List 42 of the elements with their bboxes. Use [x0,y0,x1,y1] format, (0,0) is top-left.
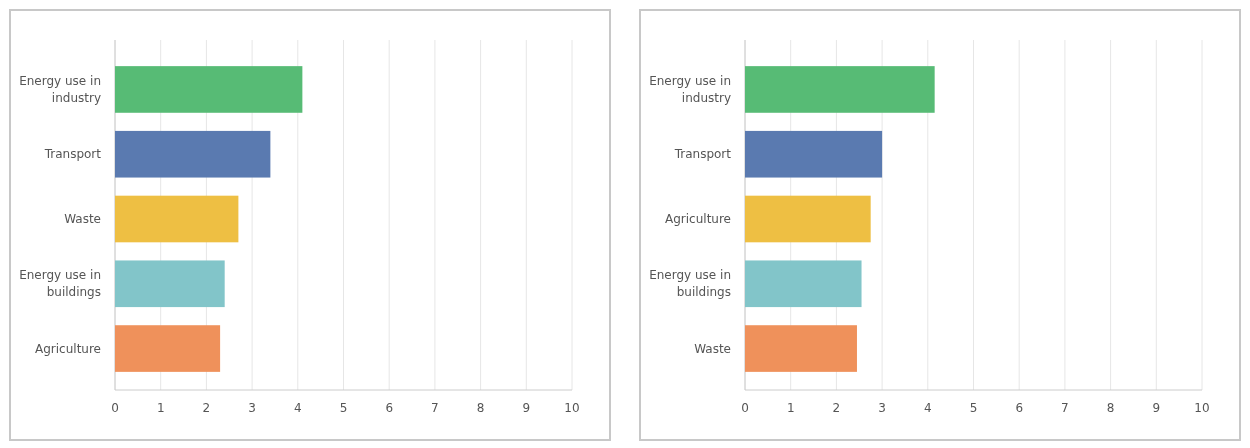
x-tick-label: 1 [786,401,795,415]
x-tick-label: 6 [385,401,394,415]
bar [115,66,303,113]
y-tick-label: Energy use in industry [19,73,101,105]
x-tick-label: 5 [339,401,348,415]
bar [745,130,883,178]
y-tick-label: Transport [43,146,102,161]
x-tick-label: 0 [111,401,119,415]
x-tick-label: 3 [248,401,256,415]
x-tick-label: 7 [1061,401,1069,415]
x-tick-label: 9 [522,401,531,415]
bar [745,325,857,372]
y-tick-label: Energy use in buildings [19,267,101,299]
y-tick-label: Energy use in industry [649,73,731,105]
y-tick-label: Agriculture [35,341,101,356]
bar [115,325,221,372]
x-tick-label: 7 [431,401,439,415]
bar [115,195,239,243]
bar [745,195,871,243]
x-tick-label: 10 [564,401,580,415]
x-tick-label: 8 [1106,401,1115,415]
x-tick-label: 2 [832,401,841,415]
x-tick-label: 4 [293,401,302,415]
bar [745,66,935,113]
x-tick-label: 9 [1152,401,1161,415]
x-tick-label: 4 [923,401,932,415]
x-tick-label: 3 [878,401,886,415]
x-tick-label: 2 [202,401,211,415]
y-tick-label: Transport [673,146,732,161]
bar [745,260,862,308]
bar [115,130,271,178]
bar [115,260,225,308]
x-tick-label: 10 [1194,401,1210,415]
x-tick-label: 5 [969,401,978,415]
x-tick-label: 0 [741,401,749,415]
y-tick-label: Waste [694,341,731,356]
y-tick-label: Waste [64,211,101,226]
y-tick-label: Agriculture [665,211,731,226]
x-tick-label: 1 [156,401,165,415]
y-tick-label: Energy use in buildings [649,267,731,299]
x-tick-label: 8 [476,401,485,415]
x-tick-label: 6 [1015,401,1024,415]
